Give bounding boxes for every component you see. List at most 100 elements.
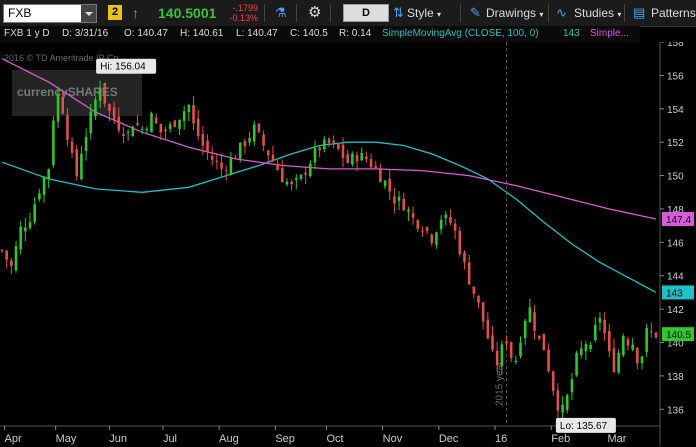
- candle-down[interactable]: [318, 147, 321, 151]
- candle-down[interactable]: [271, 154, 275, 162]
- candle-down[interactable]: [257, 123, 261, 132]
- candle-down[interactable]: [192, 105, 195, 124]
- candle-down[interactable]: [122, 133, 125, 137]
- candle-up[interactable]: [407, 209, 410, 212]
- candle-up[interactable]: [360, 152, 363, 161]
- candle-down[interactable]: [215, 160, 219, 162]
- style-menu[interactable]: Style ▾: [407, 0, 441, 26]
- candle-down[interactable]: [276, 163, 279, 171]
- candle-up[interactable]: [47, 169, 50, 179]
- candle-down[interactable]: [458, 230, 462, 255]
- gear-icon[interactable]: ⚙: [308, 4, 322, 21]
- candle-down[interactable]: [537, 335, 541, 339]
- candle-up[interactable]: [565, 394, 569, 410]
- candle-down[interactable]: [421, 231, 424, 233]
- candle-down[interactable]: [243, 141, 247, 147]
- candle-down[interactable]: [472, 286, 476, 294]
- candle-up[interactable]: [178, 119, 181, 129]
- candle-down[interactable]: [136, 123, 139, 125]
- candle-down[interactable]: [75, 149, 79, 177]
- candle-up[interactable]: [52, 120, 55, 166]
- candle-up[interactable]: [252, 124, 256, 142]
- candle-up[interactable]: [313, 148, 317, 163]
- sma200-line[interactable]: [1, 58, 657, 220]
- candle-up[interactable]: [528, 307, 532, 322]
- candle-down[interactable]: [117, 116, 121, 131]
- candle-up[interactable]: [570, 379, 574, 393]
- candle-down[interactable]: [346, 154, 349, 163]
- candle-up[interactable]: [238, 142, 242, 159]
- candle-down[interactable]: [5, 250, 8, 260]
- symbol-input[interactable]: FXB: [3, 4, 97, 23]
- candle-down[interactable]: [411, 213, 415, 218]
- candle-up[interactable]: [383, 180, 387, 187]
- candle-up[interactable]: [187, 105, 191, 113]
- candle-down[interactable]: [463, 252, 466, 262]
- candle-up[interactable]: [519, 342, 522, 357]
- candle-up[interactable]: [94, 99, 97, 117]
- candle-up[interactable]: [575, 352, 578, 376]
- price-chart[interactable]: 2016 © TD Ameritrade IP Co. currencySHARE…: [0, 42, 696, 447]
- candle-down[interactable]: [495, 350, 499, 366]
- legend-study-sma200[interactable]: Simple...: [590, 28, 629, 39]
- candle-up[interactable]: [33, 204, 36, 222]
- period-button[interactable]: D: [343, 4, 389, 22]
- candle-up[interactable]: [38, 193, 41, 200]
- candle-up[interactable]: [584, 344, 588, 352]
- studies-menu[interactable]: Studies ▾: [574, 0, 621, 26]
- candle-down[interactable]: [509, 342, 513, 358]
- candle-up[interactable]: [168, 124, 172, 129]
- candle-down[interactable]: [379, 167, 382, 183]
- candle-down[interactable]: [196, 118, 200, 137]
- candle-up[interactable]: [42, 177, 46, 196]
- candle-down[interactable]: [612, 348, 616, 372]
- candle-up[interactable]: [19, 226, 22, 250]
- candle-up[interactable]: [131, 126, 135, 137]
- candle-down[interactable]: [61, 96, 65, 114]
- candle-up[interactable]: [89, 111, 93, 134]
- patterns-icon[interactable]: ▤: [633, 5, 646, 20]
- candle-down[interactable]: [112, 107, 116, 120]
- candle-down[interactable]: [220, 162, 223, 169]
- candle-down[interactable]: [603, 319, 606, 334]
- candle-down[interactable]: [481, 302, 485, 322]
- candle-down[interactable]: [159, 123, 163, 133]
- candle-down[interactable]: [355, 155, 359, 162]
- symbol-dropdown-icon[interactable]: [81, 5, 96, 22]
- candle-up[interactable]: [84, 136, 88, 152]
- candle-up[interactable]: [435, 232, 438, 245]
- candle-down[interactable]: [266, 150, 270, 156]
- candle-down[interactable]: [551, 371, 555, 391]
- candle-up[interactable]: [561, 404, 564, 413]
- candle-down[interactable]: [636, 348, 639, 364]
- link-badge[interactable]: 2: [108, 5, 122, 20]
- candle-down[interactable]: [365, 156, 368, 160]
- candle-down[interactable]: [467, 262, 471, 285]
- candle-down[interactable]: [626, 339, 630, 346]
- candle-down[interactable]: [542, 333, 546, 351]
- drawings-menu[interactable]: Drawings ▾: [486, 0, 543, 26]
- candle-down[interactable]: [224, 170, 228, 172]
- candle-down[interactable]: [416, 220, 420, 229]
- candle-up[interactable]: [248, 138, 251, 143]
- candle-up[interactable]: [56, 94, 60, 122]
- candle-up[interactable]: [439, 219, 443, 230]
- candle-up[interactable]: [593, 324, 597, 341]
- candle-up[interactable]: [98, 87, 102, 101]
- candle-down[interactable]: [556, 390, 560, 411]
- candle-up[interactable]: [622, 336, 625, 356]
- candle-up[interactable]: [500, 344, 504, 367]
- candle-down[interactable]: [206, 140, 209, 152]
- candle-down[interactable]: [654, 332, 658, 338]
- candle-up[interactable]: [640, 356, 644, 364]
- candle-down[interactable]: [66, 114, 69, 140]
- candle-down[interactable]: [393, 196, 396, 204]
- candle-up[interactable]: [299, 174, 303, 179]
- candle-down[interactable]: [327, 138, 331, 144]
- candle-down[interactable]: [341, 144, 345, 158]
- patterns-menu[interactable]: Patterns: [651, 0, 696, 26]
- candle-up[interactable]: [14, 246, 18, 271]
- candle-down[interactable]: [547, 349, 550, 372]
- candle-up[interactable]: [24, 227, 27, 232]
- candle-down[interactable]: [337, 143, 340, 150]
